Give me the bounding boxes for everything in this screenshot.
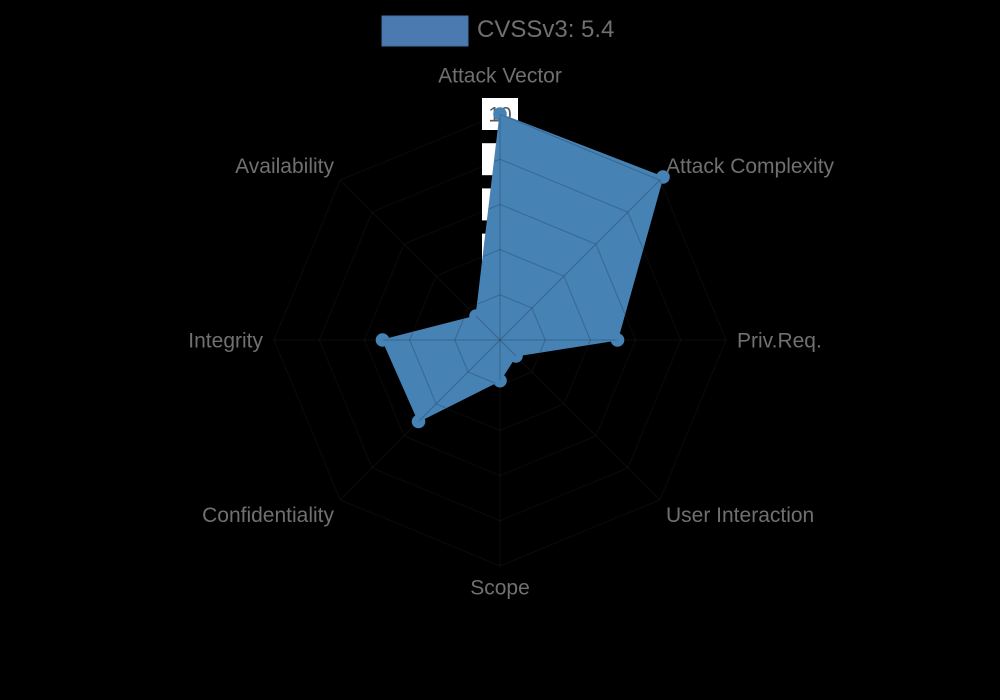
svg-text:Attack Complexity: Attack Complexity — [666, 155, 835, 178]
svg-text:Scope: Scope — [470, 577, 530, 600]
svg-text:Integrity: Integrity — [188, 330, 263, 353]
svg-text:Attack Vector: Attack Vector — [438, 65, 562, 88]
svg-text:Priv.Req.: Priv.Req. — [737, 330, 822, 353]
svg-text:Confidentiality: Confidentiality — [202, 504, 334, 527]
svg-text:Availability: Availability — [235, 155, 334, 178]
svg-text:User Interaction: User Interaction — [666, 504, 814, 527]
svg-text:CVSSv3: 5.4: CVSSv3: 5.4 — [477, 16, 614, 43]
